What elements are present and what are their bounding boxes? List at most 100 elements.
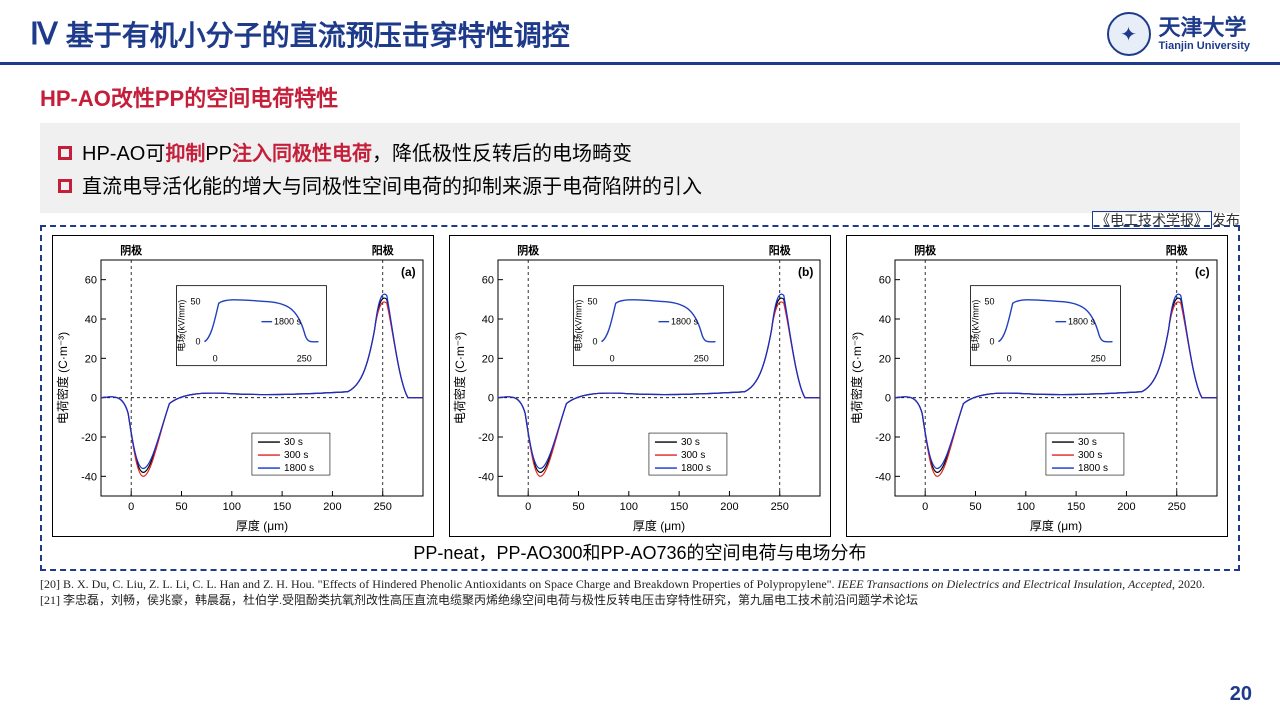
highlight-box: HP-AO可抑制PP注入同极性电荷，降低极性反转后的电场畸变 直流电导活化能的增… [40, 123, 1240, 213]
svg-text:电荷密度 (C·m⁻³): 电荷密度 (C·m⁻³) [55, 332, 70, 424]
svg-text:厚度 (μm): 厚度 (μm) [1030, 518, 1082, 533]
svg-text:(a): (a) [401, 265, 416, 279]
svg-text:100: 100 [1017, 501, 1035, 513]
subtitle: HP-AO改性PP的空间电荷特性 [40, 81, 1280, 113]
page-number: 20 [1230, 683, 1252, 706]
references: [20] B. X. Du, C. Liu, Z. L. Li, C. L. H… [40, 577, 1240, 608]
svg-text:1800 s: 1800 s [274, 317, 302, 327]
svg-text:阳极: 阳极 [372, 243, 395, 257]
svg-text:300 s: 300 s [284, 450, 308, 461]
svg-text:0: 0 [213, 354, 218, 364]
svg-text:30 s: 30 s [284, 437, 303, 448]
svg-text:0: 0 [610, 354, 615, 364]
svg-text:150: 150 [273, 501, 291, 513]
svg-text:0: 0 [922, 501, 928, 513]
journal-name: 《电工技术学报》 [1092, 211, 1212, 229]
svg-text:200: 200 [323, 501, 341, 513]
svg-text:50: 50 [572, 501, 584, 513]
svg-text:0: 0 [91, 393, 97, 405]
logo-icon: ✦ [1107, 12, 1151, 56]
svg-text:20: 20 [482, 353, 494, 365]
page-title: 基于有机小分子的直流预压击穿特性调控 [66, 14, 1107, 54]
svg-text:200: 200 [720, 501, 738, 513]
svg-text:150: 150 [670, 501, 688, 513]
svg-text:0: 0 [989, 337, 994, 347]
svg-text:-20: -20 [81, 432, 97, 444]
svg-text:0: 0 [195, 337, 200, 347]
svg-text:250: 250 [771, 501, 789, 513]
svg-text:150: 150 [1067, 501, 1085, 513]
svg-text:40: 40 [879, 314, 891, 326]
box-text: 直流电导活化能的增大与同极性空间电荷的抑制来源于电荷陷阱的引入 [82, 170, 702, 199]
publication-note: 《电工技术学报》发布 [1092, 210, 1240, 230]
figure-caption: PP-neat，PP-AO300和PP-AO736的空间电荷与电场分布 [52, 539, 1228, 565]
svg-text:0: 0 [488, 393, 494, 405]
svg-text:50: 50 [984, 297, 994, 307]
svg-text:30 s: 30 s [1078, 437, 1097, 448]
chart-panel: -40-200204060050100150200250阴极阳极厚度 (μm)电… [52, 235, 434, 537]
svg-text:电场(kV/mm): 电场(kV/mm) [572, 300, 583, 352]
svg-text:250: 250 [1168, 501, 1186, 513]
svg-text:1800 s: 1800 s [681, 463, 711, 474]
ref-text: , 2020. [1172, 577, 1205, 591]
svg-text:电场(kV/mm): 电场(kV/mm) [175, 300, 186, 352]
svg-text:50: 50 [969, 501, 981, 513]
svg-text:1800 s: 1800 s [1068, 317, 1096, 327]
svg-text:(c): (c) [1195, 265, 1210, 279]
svg-text:电场(kV/mm): 电场(kV/mm) [969, 300, 980, 352]
svg-text:60: 60 [879, 275, 891, 287]
chart-panel: -40 -20 0 20 40 60 0 50 100 150 200 250 阴极 阳极厚度 (μm) 电… [449, 235, 831, 537]
university-logo: ✦ 天津大学 Tianjin University [1107, 12, 1251, 56]
svg-text:100: 100 [223, 501, 241, 513]
svg-text:电荷密度 (C·m⁻³): 电荷密度 (C·m⁻³) [452, 332, 467, 424]
svg-text:60: 60 [482, 275, 494, 287]
svg-text:20: 20 [879, 353, 891, 365]
svg-text:阴极: 阴极 [914, 243, 937, 257]
box-text-red: 抑制 [165, 143, 205, 165]
bullet-icon [58, 146, 72, 160]
svg-text:0: 0 [525, 501, 531, 513]
svg-text:厚度 (μm): 厚度 (μm) [633, 518, 685, 533]
ref-text: [20] B. X. Du, C. Liu, Z. L. Li, C. L. H… [40, 577, 838, 591]
svg-text:电荷密度 (C·m⁻³): 电荷密度 (C·m⁻³) [849, 332, 864, 424]
svg-text:阳极: 阳极 [1166, 243, 1189, 257]
logo-en: Tianjin University [1159, 40, 1251, 52]
box-text: ，降低极性反转后的电场畸变 [372, 143, 632, 165]
svg-text:40: 40 [85, 314, 97, 326]
box-text: PP [205, 143, 232, 165]
svg-text:(b): (b) [798, 265, 813, 279]
svg-text:-40: -40 [478, 471, 494, 483]
bullet-icon [58, 179, 72, 193]
svg-text:100: 100 [620, 501, 638, 513]
svg-text:-20: -20 [875, 432, 891, 444]
svg-text:-40: -40 [81, 471, 97, 483]
svg-text:阴极: 阴极 [120, 243, 143, 257]
svg-text:1800 s: 1800 s [1078, 463, 1108, 474]
svg-text:200: 200 [1117, 501, 1135, 513]
svg-text:阴极: 阴极 [517, 243, 540, 257]
svg-text:0: 0 [592, 337, 597, 347]
svg-text:60: 60 [85, 275, 97, 287]
svg-text:0: 0 [128, 501, 134, 513]
svg-text:50: 50 [175, 501, 187, 513]
ref-text-ital: IEEE Transactions on Dielectrics and Ele… [838, 577, 1172, 591]
svg-text:300 s: 300 s [1078, 450, 1102, 461]
svg-text:250: 250 [297, 354, 312, 364]
note-suffix: 发布 [1212, 212, 1240, 228]
box-text: HP-AO可 [82, 143, 165, 165]
svg-text:300 s: 300 s [681, 450, 705, 461]
svg-text:0: 0 [1007, 354, 1012, 364]
svg-text:250: 250 [1091, 354, 1106, 364]
svg-text:250: 250 [374, 501, 392, 513]
chart-panel: -40 -20 0 20 40 60 0 50 100 150 200 250 阴极 阳极厚度 (μm) 电… [846, 235, 1228, 537]
logo-cn: 天津大学 [1159, 16, 1251, 40]
svg-text:-20: -20 [478, 432, 494, 444]
svg-text:50: 50 [190, 297, 200, 307]
svg-text:50: 50 [587, 297, 597, 307]
svg-text:-40: -40 [875, 471, 891, 483]
section-numeral: Ⅳ [30, 17, 58, 52]
charts-panel: -40-200204060050100150200250阴极阳极厚度 (μm)电… [40, 225, 1240, 571]
ref-text: [21] 李忠磊，刘畅，侯兆豪，韩晨磊，杜伯学.受阻酚类抗氧剂改性高压直流电缆聚… [40, 593, 1240, 609]
svg-text:40: 40 [482, 314, 494, 326]
svg-text:阳极: 阳极 [769, 243, 792, 257]
